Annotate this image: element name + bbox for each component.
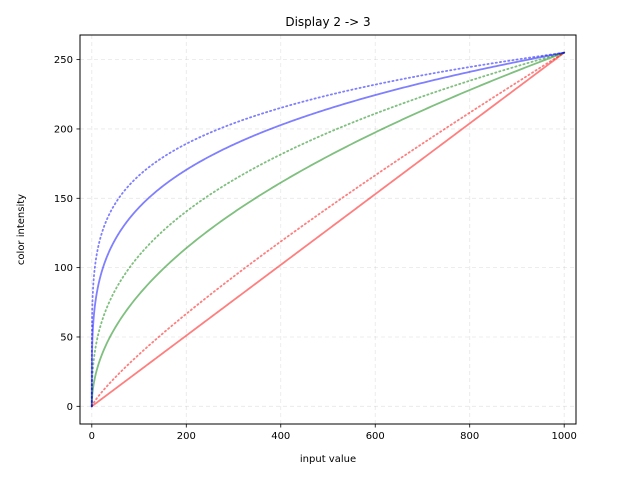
series-line-dotted	[90, 51, 566, 408]
tick-layer: 0 200 400 600 800 1000 0 50 100 150 200 250	[54, 55, 577, 442]
plot-area-frame	[79, 34, 577, 425]
grid-layer	[80, 35, 576, 424]
y-tick-label: 50	[60, 332, 73, 343]
y-tick-label: 200	[54, 124, 73, 135]
x-tick-label: 400	[271, 431, 290, 442]
series-line-solid	[90, 51, 566, 408]
series-layer	[90, 51, 566, 408]
x-tick-label: 200	[177, 431, 196, 442]
x-axis-title: input value	[300, 454, 356, 465]
x-tick-label: 600	[366, 431, 385, 442]
y-tick-label: 250	[54, 55, 73, 66]
x-tick-label: 1000	[551, 431, 576, 442]
chart-title: Display 2 -> 3	[285, 15, 370, 29]
y-tick-label: 150	[54, 194, 73, 205]
x-tick-label: 0	[89, 431, 95, 442]
x-tick-label: 800	[460, 431, 479, 442]
y-tick-label: 100	[54, 263, 73, 274]
y-axis-title: color intensity	[16, 194, 27, 265]
series-line-solid	[90, 51, 566, 408]
y-tick-label: 0	[67, 402, 73, 413]
series-line-dotted	[90, 51, 566, 408]
series-line-solid	[90, 51, 566, 408]
